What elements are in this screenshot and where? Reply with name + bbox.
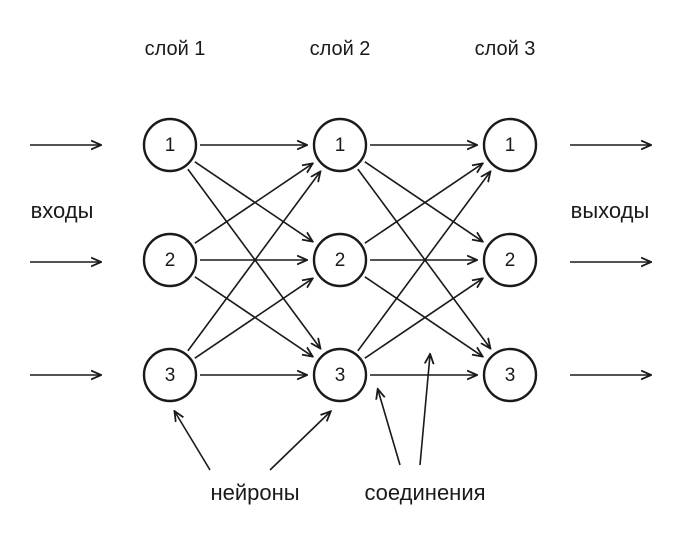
neuron-label: 1 bbox=[165, 135, 176, 156]
annotation-neurons-pointer bbox=[270, 412, 330, 470]
neuron-label: 2 bbox=[505, 250, 516, 271]
annotation-connections-pointer bbox=[378, 390, 400, 465]
neural-network-diagram: 123123123 слой 1слой 2слой 3входывыходы … bbox=[0, 0, 696, 534]
neuron-label: 1 bbox=[505, 135, 516, 156]
neuron-label: 3 bbox=[165, 365, 176, 386]
neuron-label: 1 bbox=[335, 135, 346, 156]
annotation-neurons-pointer bbox=[175, 412, 210, 470]
layer-title: слой 2 bbox=[310, 38, 371, 60]
annotation-connections-pointer bbox=[420, 355, 430, 465]
outputs-label: выходы bbox=[571, 198, 650, 223]
connection-edge bbox=[358, 172, 490, 351]
inputs-label: входы bbox=[31, 198, 94, 223]
annotation-connections-label: соединения bbox=[364, 480, 485, 505]
neuron-label: 2 bbox=[165, 250, 176, 271]
neuron-label: 3 bbox=[335, 365, 346, 386]
connection-edge bbox=[188, 169, 320, 348]
connection-edge bbox=[358, 169, 490, 348]
layer-title: слой 1 bbox=[145, 38, 206, 60]
layer-title: слой 3 bbox=[475, 38, 536, 60]
neuron-label: 2 bbox=[335, 250, 346, 271]
annotation-neurons-label: нейроны bbox=[210, 480, 299, 505]
neuron-label: 3 bbox=[505, 365, 516, 386]
connection-edge bbox=[188, 172, 320, 351]
